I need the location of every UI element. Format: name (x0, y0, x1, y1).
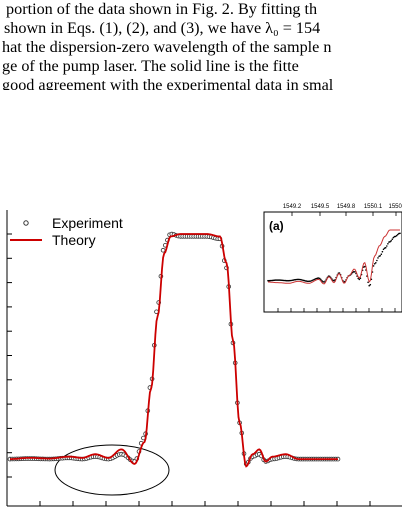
inset-experiment-point (389, 240, 391, 243)
inset-series-theory-line (268, 229, 400, 285)
inset-x-tick-label: 1549.5 (311, 204, 330, 210)
inset-experiment-point (372, 265, 375, 267)
legend-theory-label: Theory (52, 232, 96, 248)
inset-experiment-point (373, 263, 376, 265)
inset-experiment-point (397, 233, 399, 236)
inset-series (267, 229, 401, 287)
inset-chart: 1549.2 1549.5 1549.8 1550.1 1550. (a) (263, 204, 402, 313)
inset-experiment-point (277, 279, 279, 281)
inset-x-tick-label: 1549.2 (283, 204, 302, 210)
inset-experiment-point (274, 279, 277, 281)
inset-experiment-point (391, 238, 394, 240)
inset-experiment-point (267, 279, 269, 282)
paper-text: portion of the data shown in Fig. 2. By … (0, 0, 402, 90)
inset-experiment-point (379, 255, 382, 257)
inset-experiment-point (380, 253, 383, 255)
inset-experiment-point (375, 262, 377, 264)
inset-x-ticks: 1549.2 1549.5 1549.8 1550.1 1550. (277, 204, 402, 312)
inset-x-tick-label: 1549.8 (337, 204, 356, 210)
legend-experiment-marker (23, 220, 29, 226)
paper-line: portion of the data shown in Fig. 2. By … (6, 0, 318, 18)
inset-experiment-point (382, 248, 385, 251)
inset-experiment-point (386, 245, 388, 247)
inset-experiment-point (384, 246, 387, 249)
inset-experiment-point (387, 243, 389, 245)
inset-experiment-point (368, 284, 371, 287)
paper-line: hat the dispersion-zero wavelength of th… (2, 38, 332, 56)
inset-experiment-point (399, 232, 401, 235)
series-experiment (7, 231, 341, 467)
inset-experiment-point (276, 279, 278, 281)
inset-experiment-point (320, 278, 322, 281)
main-series (7, 231, 341, 468)
inset-experiment-point (364, 265, 366, 268)
side-lobe-ellipse (54, 444, 170, 496)
inset-experiment-point (376, 259, 378, 262)
paper-line: ge of the pump laser. The solid line is … (2, 57, 299, 75)
inset-x-tick-label: 1550.1 (364, 204, 383, 210)
legend-experiment-label: Experiment (52, 215, 123, 231)
inset-experiment-point (390, 240, 393, 242)
inset-experiment-point (278, 279, 280, 281)
inset-experiment-point (394, 235, 397, 238)
inset-experiment-point (392, 236, 395, 239)
inset-experiment-point (318, 277, 321, 280)
main-chart: Experiment Theory (6, 210, 402, 507)
inset-frame (263, 211, 402, 313)
inset-series-group (267, 229, 401, 287)
inset-experiment-point (321, 279, 323, 282)
inset-experiment-point (395, 234, 398, 237)
inset-experiment-point (369, 283, 372, 286)
inset-panel-label: (a) (269, 219, 284, 233)
inset-experiment-point (285, 279, 288, 282)
paper-line: shown in Eqs. (1), (2), and (3), we have… (4, 19, 321, 37)
experiment-point (160, 247, 166, 253)
inset-experiment-point (333, 279, 335, 282)
main-ticks (7, 233, 371, 506)
inset-experiment-point (287, 279, 289, 282)
inset-experiment-point (354, 271, 356, 273)
inset-experiment-point (381, 250, 384, 253)
inset-experiment-point (323, 281, 325, 283)
inset-experiment-point (306, 280, 309, 283)
inset-x-tick-label: 1550. (388, 204, 402, 210)
inset-experiment-point (358, 278, 361, 281)
inset-experiment-point (377, 257, 379, 259)
series-theory-line (10, 233, 338, 468)
inset-experiment-point (296, 278, 299, 281)
legend: Experiment Theory (10, 215, 123, 248)
paper-line: good agreement with the experimental dat… (2, 76, 334, 90)
inset-experiment-point (367, 281, 369, 284)
